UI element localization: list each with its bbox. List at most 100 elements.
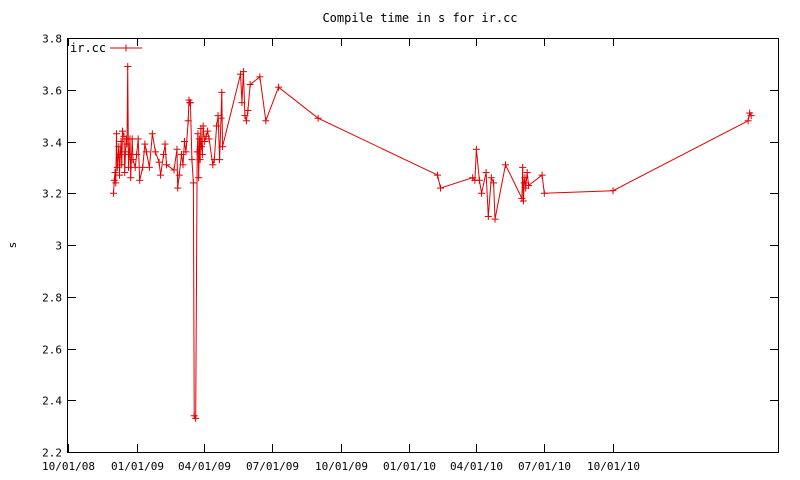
data-point [196, 156, 204, 164]
data-point [189, 179, 197, 187]
data-point [209, 161, 217, 169]
data-point [201, 138, 209, 145]
data-point [519, 197, 527, 205]
x-tick-label: 10/01/08 [42, 460, 95, 473]
y-tick-label: 2.6 [42, 344, 62, 357]
data-point [161, 140, 169, 148]
data-point [205, 135, 213, 143]
data-point [173, 145, 181, 153]
data-point [155, 158, 163, 166]
data-point [314, 114, 322, 122]
data-point [163, 161, 171, 169]
data-point [193, 148, 201, 156]
data-point [238, 99, 246, 107]
data-point [219, 143, 227, 151]
data-point [116, 150, 124, 158]
data-point [180, 138, 188, 145]
data-point [133, 150, 141, 158]
data-point [134, 135, 142, 143]
y-axis-label: s [6, 242, 19, 249]
legend-label: ir.cc [70, 41, 106, 55]
data-point [204, 127, 212, 135]
data-point [174, 184, 182, 192]
data-point [241, 112, 249, 120]
data-point [119, 127, 127, 135]
data-point [194, 130, 202, 138]
data-point [157, 171, 165, 179]
data-point [112, 179, 120, 187]
chart-title: Compile time in s for ir.cc [322, 11, 517, 25]
data-point [244, 106, 252, 114]
data-point [182, 148, 190, 156]
data-point [195, 135, 203, 143]
data-point [437, 184, 445, 192]
data-point [239, 68, 247, 76]
data-point [198, 143, 206, 151]
data-point [127, 174, 135, 182]
data-point [111, 169, 119, 177]
data-point [125, 150, 133, 158]
y-tick-label: 2.2 [42, 447, 62, 460]
data-point [475, 176, 483, 184]
series-ir-cc [110, 62, 755, 422]
data-point [747, 112, 755, 120]
data-point [170, 166, 178, 174]
data-point [744, 117, 752, 125]
x-tick-label: 04/01/09 [178, 460, 231, 473]
data-point [115, 143, 123, 151]
data-point [216, 156, 224, 164]
data-point [129, 156, 137, 164]
data-point [242, 117, 250, 125]
data-point [519, 163, 527, 171]
data-point [521, 174, 529, 182]
data-point [145, 163, 153, 171]
x-tick-label: 04/01/10 [450, 460, 503, 473]
data-point [484, 213, 492, 221]
data-point [491, 215, 499, 223]
legend-marker [122, 44, 130, 52]
data-point [123, 140, 131, 148]
data-point [136, 176, 144, 184]
data-point [177, 150, 185, 158]
data-point [188, 156, 196, 164]
data-point [160, 150, 168, 158]
data-point [213, 122, 221, 130]
x-tick-label: 07/01/09 [246, 460, 299, 473]
data-point [540, 189, 548, 197]
data-point [217, 114, 225, 122]
data-point [142, 148, 150, 156]
data-point [179, 161, 187, 169]
x-tick-label: 07/01/10 [518, 460, 571, 473]
data-point [139, 163, 147, 171]
data-point [198, 150, 206, 158]
y-tick-label: 2.8 [42, 292, 62, 305]
data-point [121, 148, 129, 156]
data-point [117, 138, 125, 145]
data-point [482, 169, 490, 177]
data-point [195, 174, 203, 182]
data-point [128, 135, 136, 143]
y-tick-label: 3.4 [42, 137, 62, 150]
data-point [523, 169, 531, 177]
data-point [141, 140, 149, 148]
data-point [184, 117, 192, 125]
data-point [262, 117, 270, 125]
data-point [121, 169, 129, 177]
data-point [275, 83, 283, 91]
data-point [609, 187, 617, 195]
data-point [538, 171, 546, 179]
data-point [124, 62, 132, 70]
data-point [199, 122, 207, 130]
y-tick-label: 3.8 [42, 33, 62, 46]
plot-border [67, 38, 779, 453]
data-point [186, 99, 194, 107]
data-point [118, 161, 126, 169]
x-tick-label: 10/01/09 [315, 460, 368, 473]
x-tick-label: 01/01/09 [111, 460, 164, 473]
x-tick-label: 01/01/10 [383, 460, 436, 473]
x-axis-ticks: 10/01/08 01/01/09 04/01/09 07/01/09 10/01/09… [42, 38, 640, 473]
y-axis-ticks: 2.2 2.4 2.6 2.8 3 3.2 3.4 3.6 3.8 [42, 33, 778, 460]
y-tick-label: 2.4 [42, 395, 62, 408]
